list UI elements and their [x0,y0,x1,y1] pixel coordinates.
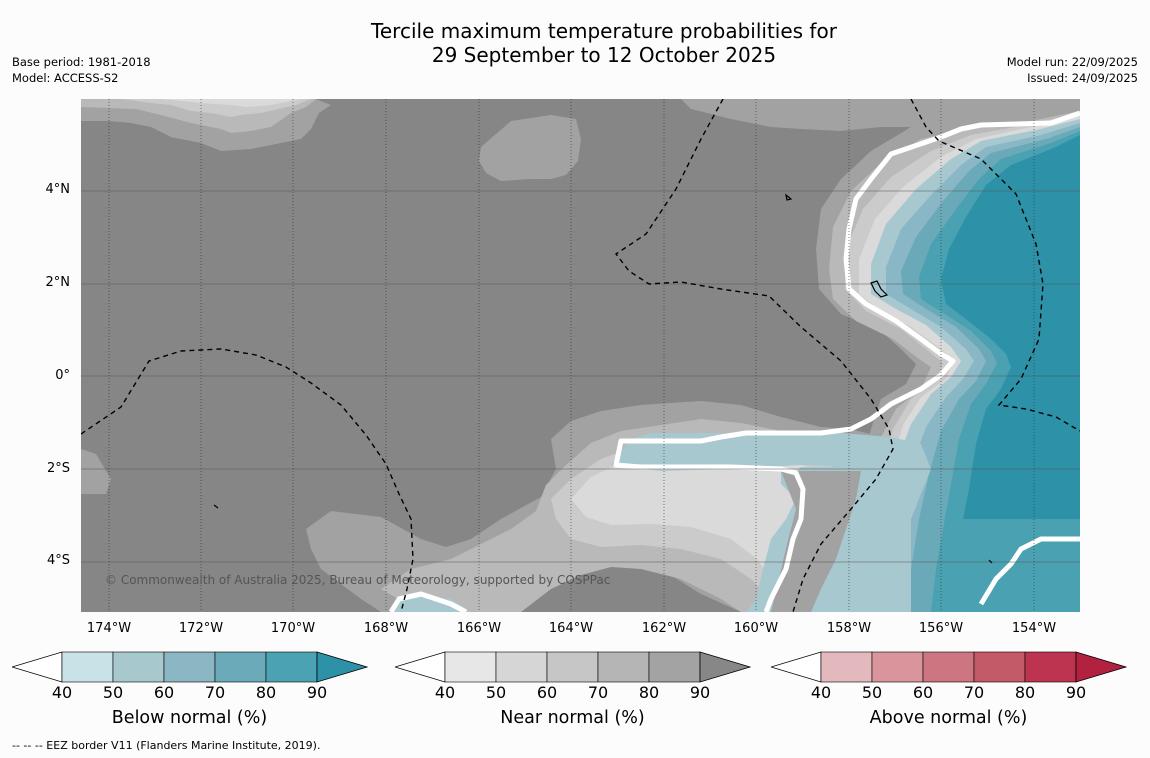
below-normal-under-extension [10,651,63,683]
above-normal-segment-1 [820,651,873,683]
lat-label-2s: 2°S [46,461,70,476]
colorbar-above-normal-graphic [769,651,1128,683]
meta-left: Base period: 1981-2018 Model: ACCESS-S2 [12,54,151,86]
footer-eez-note: -- -- -- EEZ border V11 (Flanders Marine… [12,739,321,752]
lon-label-166w: 166°W [456,621,502,636]
colorbar-near-normal [393,649,752,687]
cb-above-tick-50: 50 [861,683,883,702]
cb-near-tick-50: 50 [485,683,507,702]
lon-label-160w: 160°W [733,621,779,636]
eez-border-center [614,99,894,612]
near-normal-segment-5 [648,651,701,683]
probability-map: © Commonwealth of Australia 2025, Bureau… [81,99,1080,612]
above-normal-segment-3 [922,651,975,683]
lat-label-0: 0° [55,368,70,383]
meta-right: Model run: 22/09/2025 Issued: 24/09/2025 [1007,54,1138,86]
copyright-text: © Commonwealth of Australia 2025, Bureau… [105,573,610,587]
cb-above-tick-90: 90 [1065,683,1087,702]
eez-border-east [910,99,1080,432]
above-normal-segment-5 [1024,651,1077,683]
near-normal-80-top-middle [479,115,581,181]
lon-label-170w: 170°W [270,621,316,636]
eez-border-west [81,348,414,612]
island-kiritimati [870,280,889,298]
cb-near-tick-60: 60 [536,683,558,702]
cb-below-tick-60: 60 [153,683,175,702]
title-line-1: Tercile maximum temperature probabilitie… [371,19,837,43]
cb-below-tick-90: 90 [306,683,328,702]
cb-near-tick-80: 80 [638,683,660,702]
cb-above-tick-80: 80 [1014,683,1036,702]
island-small-east [988,559,993,564]
below-normal-segment-1 [61,651,114,683]
near-normal-segment-3 [546,651,599,683]
below-normal-90-east [941,135,1080,519]
near-normal-under-extension [393,651,446,683]
base-period: Base period: 1981-2018 [12,55,151,69]
cb-above-tick-70: 70 [963,683,985,702]
below-normal-segment-5 [265,651,318,683]
lon-label-162w: 162°W [641,621,687,636]
above-normal-segment-4 [973,651,1026,683]
near-normal-80-left-patch [81,449,111,494]
below-normal-segment-4 [214,651,267,683]
island-north [785,193,793,201]
below-normal-segment-3 [163,651,216,683]
near-normal-segment-2 [495,651,548,683]
cb-below-tick-50: 50 [102,683,124,702]
map-title: Tercile maximum temperature probabilitie… [0,19,1150,67]
near-normal-50-south [571,453,821,579]
lon-label-164w: 164°W [548,621,594,636]
lon-label-154w: 154°W [1011,621,1057,636]
near-normal-over-extension [699,651,752,683]
lat-label-4s: 4°S [46,553,70,568]
islands [213,193,993,564]
lon-label-156w: 156°W [918,621,964,636]
lon-label-168w: 168°W [363,621,409,636]
lon-label-172w: 172°W [178,621,224,636]
white-contour-lines [388,110,1080,612]
cb-near-tick-90: 90 [689,683,711,702]
below-normal-segment-2 [112,651,165,683]
cb-near-tick-40: 40 [434,683,456,702]
lat-label-2n: 2°N [45,275,71,290]
near-normal-segment-4 [597,651,650,683]
cb-below-tick-40: 40 [51,683,73,702]
lon-label-174w: 174°W [86,621,132,636]
near-normal-segment-1 [444,651,497,683]
near-normal-80-inner-south [771,471,861,612]
cb-below-tick-80: 80 [255,683,277,702]
white-contour-east [613,110,1080,612]
cb-above-tick-60: 60 [912,683,934,702]
cb-near-tick-70: 70 [587,683,609,702]
graticule [81,190,1080,563]
model-name: Model: ACCESS-S2 [12,71,119,85]
below-normal-over-extension [316,651,369,683]
island-small-south [213,504,219,509]
white-contour-south-west [388,591,468,612]
eez-borders [81,99,1080,612]
colorbar-title-below: Below normal (%) [111,708,268,728]
colorbar-title-above: Above normal (%) [869,708,1028,728]
cb-below-tick-70: 70 [204,683,226,702]
model-run: Model run: 22/09/2025 [1006,55,1138,69]
white-contour-south-east [978,536,1080,606]
lon-label-158w: 158°W [826,621,872,636]
colorbar-below-normal-graphic [10,651,369,683]
colorbar-title-near: Near normal (%) [500,708,645,728]
above-normal-segment-2 [871,651,924,683]
lat-label-4n: 4°N [45,182,71,197]
title-line-2: 29 September to 12 October 2025 [431,43,777,67]
above-normal-over-extension [1075,651,1128,683]
near-normal-50-top-left [161,99,301,107]
colorbar-above-normal [769,649,1128,687]
colorbar-near-normal-graphic [393,651,752,683]
colorbar-below-normal [10,649,369,687]
cb-above-tick-40: 40 [810,683,832,702]
map-area: © Commonwealth of Australia 2025, Bureau… [81,99,1080,612]
issued-date: Issued: 24/09/2025 [1027,71,1138,85]
above-normal-under-extension [769,651,822,683]
